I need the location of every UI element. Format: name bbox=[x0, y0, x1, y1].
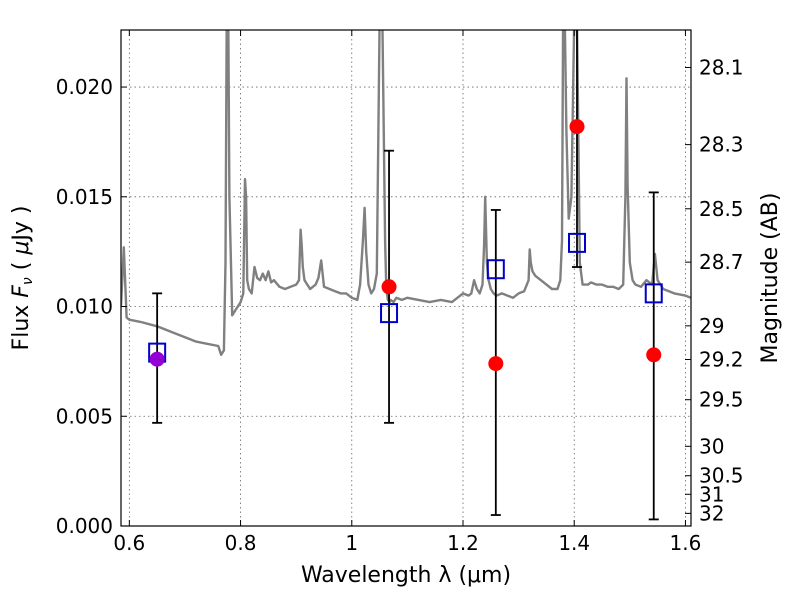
mag-tick-label: 29.2 bbox=[699, 348, 744, 372]
observed-point bbox=[646, 347, 662, 363]
observed-point bbox=[381, 279, 397, 295]
y-tick-label: 0.015 bbox=[56, 185, 113, 209]
plot-area bbox=[121, 30, 691, 521]
mag-tick-label: 32 bbox=[699, 501, 724, 525]
y-axis-label: Flux Fν ( μJy ) bbox=[9, 206, 36, 351]
x-tick-label: 1 bbox=[345, 531, 358, 555]
y2-axis-label: Magnitude (AB) bbox=[758, 193, 783, 364]
spectrum-line bbox=[121, 30, 691, 356]
ticks: 0.6 0.8 1 1.2 1.4 1.6 0.000 0.005 0.010 0.015 0.02… bbox=[56, 30, 744, 555]
mag-tick-label: 28.5 bbox=[699, 197, 744, 221]
mag-tick-label: 31 bbox=[699, 482, 724, 506]
observed-point bbox=[569, 119, 585, 135]
model-square-point bbox=[568, 232, 586, 253]
mag-tick-label: 28.7 bbox=[699, 250, 744, 274]
mag-tick-label: 30 bbox=[699, 434, 724, 458]
x-tick-label: 0.6 bbox=[113, 531, 145, 555]
mag-tick-label: 30.5 bbox=[699, 464, 744, 488]
x-tick-label: 1.6 bbox=[670, 531, 702, 555]
x-tick-label: 1.2 bbox=[447, 531, 479, 555]
plot-frame bbox=[120, 29, 692, 527]
mag-tick-label: 28.1 bbox=[699, 55, 744, 79]
mag-tick-label: 28.3 bbox=[699, 133, 744, 157]
observed-point bbox=[149, 351, 165, 367]
y-tick-label: 0.005 bbox=[56, 404, 113, 428]
y-tick-label: 0.010 bbox=[56, 295, 113, 319]
mag-tick-label: 29.5 bbox=[699, 388, 744, 412]
x-tick-label: 1.4 bbox=[558, 531, 590, 555]
observed-point bbox=[488, 356, 504, 372]
model-square-point bbox=[380, 303, 399, 324]
mag-tick-label: 29 bbox=[699, 314, 724, 338]
x-axis-label: Wavelength λ (μm) bbox=[301, 563, 511, 588]
y-tick-label: 0.020 bbox=[56, 75, 113, 99]
y-tick-label: 0.000 bbox=[56, 514, 113, 538]
model-square-point bbox=[644, 283, 663, 304]
x-tick-label: 0.8 bbox=[225, 531, 257, 555]
model-square-point bbox=[486, 259, 505, 280]
